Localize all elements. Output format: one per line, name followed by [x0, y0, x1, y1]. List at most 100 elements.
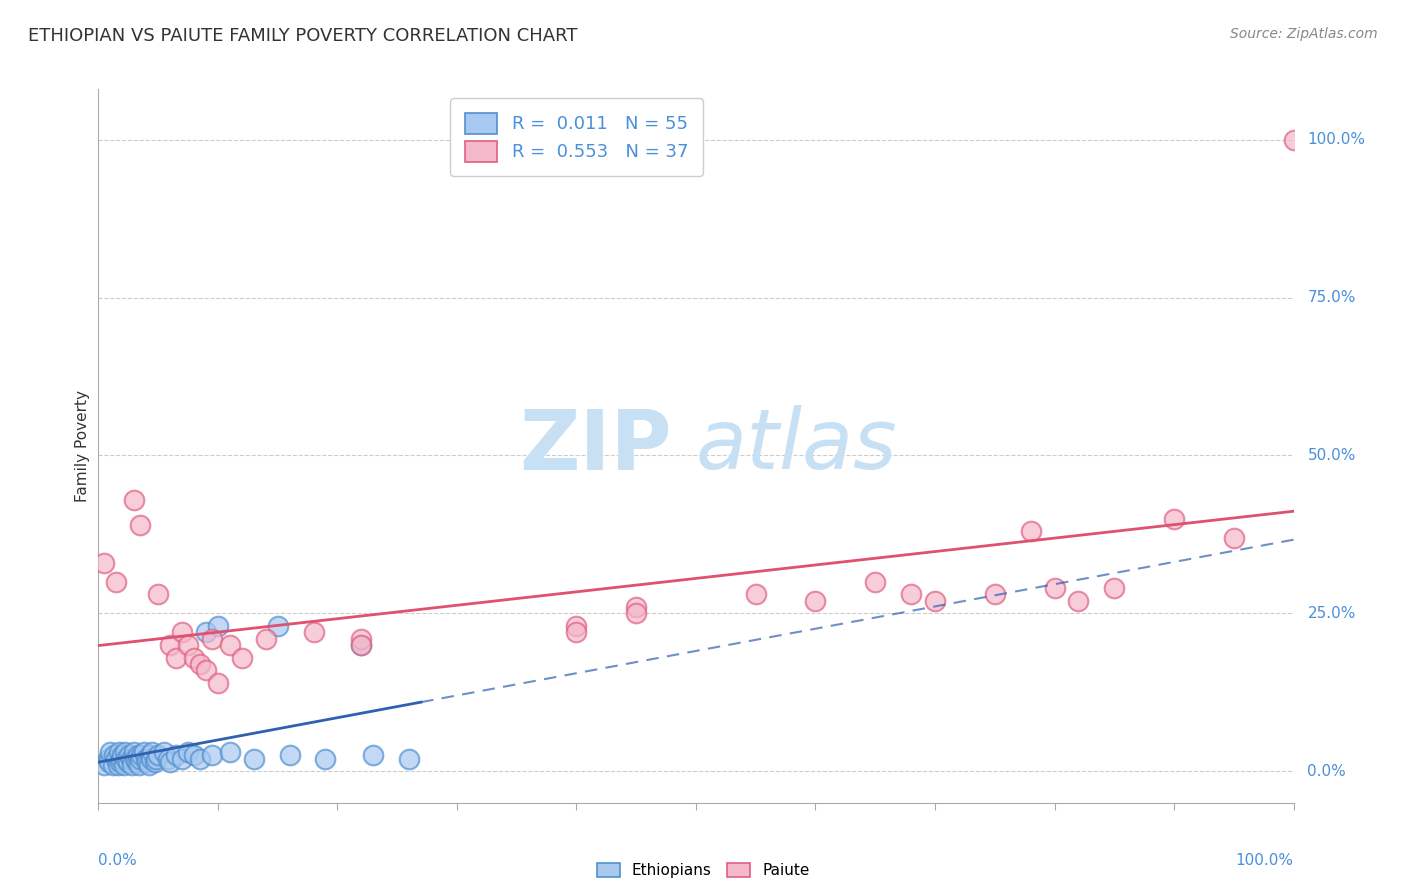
Text: 75.0%: 75.0% — [1308, 290, 1355, 305]
Text: ZIP: ZIP — [520, 406, 672, 486]
Point — [153, 745, 176, 759]
Point — [121, 758, 143, 772]
Point — [141, 745, 163, 759]
Point — [183, 650, 205, 665]
Point — [219, 745, 242, 759]
Point — [924, 593, 946, 607]
Point — [139, 751, 162, 765]
Point — [398, 751, 420, 765]
Text: ETHIOPIAN VS PAIUTE FAMILY POVERTY CORRELATION CHART: ETHIOPIAN VS PAIUTE FAMILY POVERTY CORRE… — [28, 27, 578, 45]
Point — [900, 587, 922, 601]
Point — [124, 745, 146, 759]
Point — [135, 751, 157, 765]
Text: 100.0%: 100.0% — [1308, 132, 1365, 147]
Point — [183, 748, 205, 763]
Legend: Ethiopians, Paiute: Ethiopians, Paiute — [591, 857, 815, 884]
Point — [165, 650, 187, 665]
Point — [188, 657, 211, 671]
Point — [1102, 581, 1125, 595]
Point — [1163, 511, 1185, 525]
Point — [148, 748, 170, 763]
Point — [138, 758, 160, 772]
Point — [1019, 524, 1042, 539]
Point — [139, 748, 162, 763]
Point — [177, 638, 200, 652]
Point — [254, 632, 277, 646]
Point — [101, 758, 124, 772]
Point — [363, 748, 385, 763]
Point — [98, 745, 122, 759]
Text: atlas: atlas — [696, 406, 897, 486]
Point — [112, 758, 135, 772]
Point — [1222, 531, 1246, 545]
Point — [148, 587, 170, 601]
Text: 0.0%: 0.0% — [1308, 764, 1346, 779]
Point — [207, 619, 229, 633]
Point — [194, 663, 217, 677]
Point — [105, 751, 128, 765]
Point — [267, 619, 290, 633]
Point — [188, 751, 211, 765]
Point — [863, 574, 886, 589]
Point — [315, 751, 337, 765]
Point — [177, 745, 200, 759]
Point — [124, 492, 146, 507]
Point — [107, 758, 129, 772]
Point — [105, 574, 128, 589]
Point — [165, 748, 187, 763]
Point — [350, 632, 373, 646]
Point — [103, 748, 125, 763]
Point — [172, 625, 194, 640]
Point — [983, 587, 1005, 601]
Point — [565, 625, 588, 640]
Point — [201, 632, 224, 646]
Point — [1282, 133, 1305, 147]
Point — [131, 748, 153, 763]
Point — [110, 751, 132, 765]
Point — [129, 517, 152, 532]
Text: 25.0%: 25.0% — [1308, 606, 1355, 621]
Point — [172, 751, 194, 765]
Point — [115, 751, 138, 765]
Point — [128, 758, 150, 772]
Point — [124, 751, 146, 765]
Point — [145, 751, 167, 765]
Point — [624, 600, 647, 615]
Point — [243, 751, 266, 765]
Legend: R =  0.011   N = 55, R =  0.553   N = 37: R = 0.011 N = 55, R = 0.553 N = 37 — [450, 98, 703, 176]
Point — [127, 748, 149, 763]
Point — [159, 638, 181, 652]
Point — [97, 751, 120, 765]
Point — [1043, 581, 1066, 595]
Y-axis label: Family Poverty: Family Poverty — [75, 390, 90, 502]
Point — [194, 625, 217, 640]
Text: 100.0%: 100.0% — [1236, 853, 1294, 868]
Point — [120, 751, 142, 765]
Point — [118, 748, 141, 763]
Point — [804, 593, 827, 607]
Point — [108, 755, 131, 769]
Point — [219, 638, 242, 652]
Point — [350, 638, 373, 652]
Point — [125, 755, 148, 769]
Point — [114, 745, 136, 759]
Point — [565, 619, 588, 633]
Point — [278, 748, 301, 763]
Point — [350, 638, 373, 652]
Point — [624, 607, 647, 621]
Point — [132, 745, 155, 759]
Point — [93, 556, 115, 570]
Point — [98, 755, 121, 769]
Point — [129, 751, 152, 765]
Text: 50.0%: 50.0% — [1308, 448, 1355, 463]
Point — [156, 751, 179, 765]
Text: 0.0%: 0.0% — [98, 853, 138, 868]
Point — [93, 758, 115, 772]
Point — [111, 748, 134, 763]
Point — [159, 755, 181, 769]
Point — [143, 755, 166, 769]
Point — [117, 755, 139, 769]
Point — [107, 745, 129, 759]
Point — [745, 587, 768, 601]
Text: Source: ZipAtlas.com: Source: ZipAtlas.com — [1230, 27, 1378, 41]
